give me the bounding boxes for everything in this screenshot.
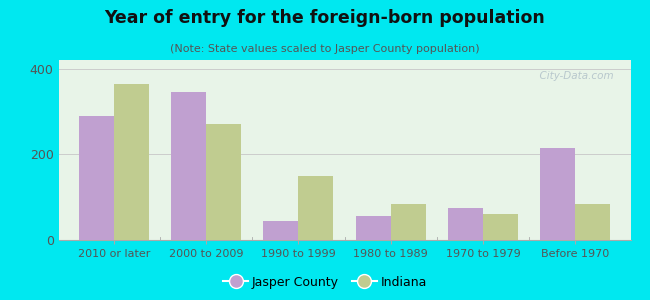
Bar (206, 124, 241, 240)
Bar (448, 208, 483, 240)
Legend: Jasper County, Indiana: Jasper County, Indiana (218, 271, 432, 294)
Text: (Note: State values scaled to Jasper County population): (Note: State values scaled to Jasper Cou… (170, 44, 480, 53)
Text: City-Data.com: City-Data.com (533, 71, 614, 81)
Bar (114, 84, 149, 240)
Bar (298, 176, 333, 240)
Bar (483, 214, 518, 240)
Bar (171, 92, 206, 240)
Bar (540, 148, 575, 240)
Bar (79, 116, 114, 240)
Bar (356, 216, 391, 240)
Bar (263, 221, 298, 240)
Bar (391, 204, 426, 240)
Bar (575, 204, 610, 240)
Text: Year of entry for the foreign-born population: Year of entry for the foreign-born popul… (105, 9, 545, 27)
